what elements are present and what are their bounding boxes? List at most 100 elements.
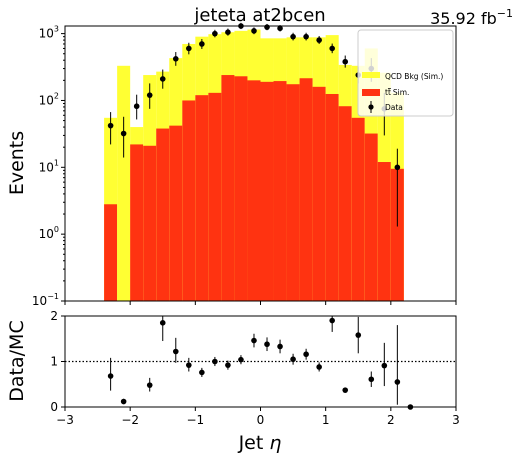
chart-title: jeteta at2bcen <box>193 5 325 26</box>
legend-label-qcd: QCD Bkg (Sim.) <box>385 72 443 81</box>
ttbar-bar <box>273 81 287 301</box>
ratio-y-tick-label: 2 <box>50 309 58 323</box>
x-tick-label: 0 <box>257 413 265 427</box>
data-point <box>107 122 114 129</box>
ratio-point <box>264 341 270 348</box>
y-tick-base: 10 <box>39 160 54 174</box>
data-point <box>251 28 257 34</box>
ttbar-bar <box>182 100 196 301</box>
ratio-y-tick-label: 0 <box>50 400 58 414</box>
ratio-point <box>355 332 362 338</box>
ratio-point <box>159 320 166 326</box>
ratio-point <box>277 343 283 350</box>
legend-label-ttbar-t: t <box>385 88 388 97</box>
luminosity-exponent: −1 <box>497 7 513 20</box>
ttbar-bar <box>312 86 326 302</box>
data-point <box>225 29 231 36</box>
y-tick-exponent: 1 <box>54 158 59 167</box>
ratio-point <box>394 379 401 385</box>
ttbar-bar <box>143 145 157 301</box>
data-point <box>159 76 166 82</box>
ratio-point <box>225 362 231 368</box>
ttbar-bar <box>234 76 248 302</box>
ratio-point <box>329 317 335 324</box>
ratio-point <box>251 337 257 344</box>
ratio-point <box>368 376 375 383</box>
main-y-axis-label: Events <box>6 131 28 195</box>
data-point <box>316 37 322 43</box>
x-axis-label: Jet η <box>238 432 282 454</box>
legend-label-ttbar: tt Sim. <box>385 88 409 97</box>
ttbar-bar <box>364 133 378 301</box>
legend-marker-data <box>368 104 374 110</box>
ratio-point <box>316 364 322 370</box>
y-tick-base: 10 <box>32 294 47 308</box>
ratio-point <box>199 369 205 376</box>
ratio-point <box>172 348 179 355</box>
x-axis-label-text: Jet <box>238 432 270 454</box>
qcd-bar <box>117 65 131 302</box>
ttbar-bar <box>325 93 339 301</box>
ratio-y-axis: 0 1 2 <box>50 309 65 414</box>
y-tick-exponent: 3 <box>54 25 59 34</box>
y-tick-base: 10 <box>39 93 54 107</box>
data-point <box>303 33 309 40</box>
ratio-point <box>212 358 218 365</box>
data-point <box>199 41 205 47</box>
data-point <box>172 56 179 62</box>
ttbar-bar <box>351 117 365 302</box>
ratio-point <box>238 356 244 363</box>
y-tick-label: 103 <box>39 25 59 41</box>
ttbar-bar <box>377 162 391 301</box>
ttbar-bar <box>156 128 170 301</box>
legend: QCD Bkg (Sim.) tt Sim. Data <box>357 29 454 117</box>
data-point <box>277 25 283 32</box>
y-tick-exponent: −1 <box>47 292 59 301</box>
x-axis-label-symbol: η <box>269 432 281 454</box>
y-tick-base: 10 <box>39 27 54 41</box>
ttbar-bar <box>169 125 183 301</box>
main-x-axis <box>64 301 457 305</box>
y-tick-label: 10−1 <box>32 292 59 308</box>
data-point <box>394 164 401 171</box>
ratio-panel: 0 1 2 −3 −2 −1 0 1 2 3 Data/MC Jet η <box>6 309 460 454</box>
data-point <box>212 30 218 37</box>
ttbar-bar <box>299 78 313 301</box>
data-point <box>264 24 270 30</box>
data-point <box>329 45 335 52</box>
y-tick-label: 101 <box>39 158 59 174</box>
ttbar-bar <box>390 168 404 301</box>
data-point <box>133 103 140 110</box>
ratio-y-axis-label: Data/MC <box>6 320 28 401</box>
data-point <box>120 130 127 137</box>
ratio-point <box>381 362 388 369</box>
x-tick-label: 2 <box>387 413 395 427</box>
legend-label-ttbar-tbar: t <box>388 88 391 97</box>
data-point <box>146 92 153 98</box>
data-point <box>186 45 192 52</box>
ttbar-bar <box>208 92 222 301</box>
x-tick-label: −2 <box>121 413 139 427</box>
ratio-point <box>342 387 349 393</box>
luminosity-label: 35.92 fb−1 <box>430 7 513 28</box>
x-tick-label: 1 <box>322 413 330 427</box>
y-tick-base: 10 <box>39 227 54 241</box>
ratio-x-axis: −3 −2 −1 0 1 2 3 <box>56 407 460 427</box>
ratio-y-tick-label: 1 <box>50 355 58 369</box>
luminosity-value: 35.92 fb <box>430 9 497 28</box>
y-tick-exponent: 0 <box>54 225 59 234</box>
ratio-data-points <box>107 316 414 410</box>
main-histogram <box>104 29 404 302</box>
ratio-point <box>120 398 127 405</box>
ratio-point <box>290 356 296 363</box>
legend-entry-data: Data <box>368 101 403 113</box>
ttbar-bar <box>338 106 352 301</box>
data-point <box>342 58 349 65</box>
x-tick-label: −1 <box>186 413 204 427</box>
legend-entry-qcd: QCD Bkg (Sim.) <box>362 72 443 81</box>
ttbar-bar <box>247 80 261 301</box>
y-tick-label: 102 <box>39 91 59 107</box>
legend-swatch-ttbar <box>362 89 380 96</box>
